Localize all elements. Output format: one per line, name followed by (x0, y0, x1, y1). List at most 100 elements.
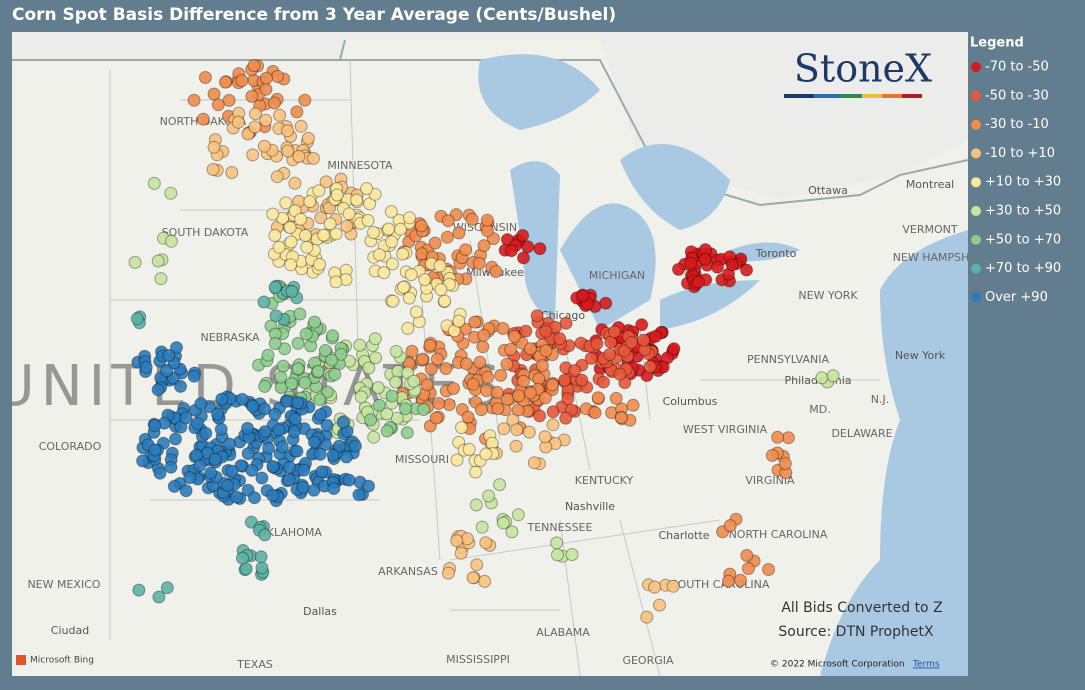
basis-point (609, 391, 623, 405)
city-label: New York (895, 349, 946, 362)
city-label: Toronto (755, 247, 797, 260)
basis-point (711, 260, 724, 274)
basis-point (373, 248, 386, 262)
basis-point (170, 341, 183, 355)
basis-point (477, 328, 491, 342)
basis-point (530, 309, 544, 323)
basis-point (480, 213, 494, 227)
basis-point (527, 456, 541, 470)
basis-point (424, 362, 438, 376)
basis-point (568, 364, 582, 377)
basis-point (285, 285, 299, 298)
legend-swatch (971, 234, 981, 245)
basis-point (326, 329, 340, 343)
basis-point (386, 294, 400, 308)
legend-swatch (971, 177, 981, 188)
basis-point (523, 342, 537, 356)
basis-point (617, 344, 631, 358)
basis-point (278, 342, 292, 356)
terms-link[interactable]: Terms (912, 660, 940, 670)
basis-point (380, 424, 394, 438)
basis-point (314, 408, 327, 422)
basis-point (255, 561, 269, 575)
basis-point (459, 243, 473, 257)
basis-point (521, 240, 535, 254)
basis-point (407, 374, 421, 388)
basis-point (261, 348, 275, 362)
basis-point (396, 247, 410, 261)
basis-point (273, 108, 287, 122)
basis-point (561, 392, 575, 406)
basis-point (258, 425, 272, 439)
legend-swatch (971, 90, 981, 101)
basis-point (516, 229, 530, 242)
basis-point (164, 186, 178, 200)
basis-point (207, 87, 221, 101)
basis-point (235, 74, 249, 88)
basis-point (559, 411, 573, 425)
basis-point (725, 258, 739, 272)
basis-point (262, 441, 276, 455)
basis-point (268, 407, 282, 421)
basis-point (225, 166, 239, 179)
basis-point (462, 442, 476, 456)
basis-point (313, 393, 327, 406)
basis-point (434, 283, 448, 297)
basis-point (698, 252, 712, 266)
basis-point (433, 259, 447, 273)
basis-point (533, 409, 547, 423)
state-label: ALABAMA (536, 626, 590, 639)
basis-point (160, 581, 174, 595)
basis-point (268, 229, 282, 242)
basis-point (296, 480, 310, 494)
legend-label: +10 to +30 (985, 175, 1061, 190)
basis-point (279, 196, 293, 210)
basis-point (496, 322, 510, 335)
basis-point (723, 519, 737, 533)
basis-point (608, 325, 621, 339)
basis-point (538, 430, 552, 444)
basis-point (469, 498, 483, 512)
city-label: Dallas (303, 605, 337, 618)
basis-point (575, 373, 589, 387)
basis-point (481, 370, 495, 384)
basis-point (672, 262, 685, 276)
basis-point (187, 93, 201, 107)
basis-point (371, 381, 385, 395)
legend-swatch (971, 119, 981, 130)
basis-point (364, 413, 378, 427)
city-label: Columbus (663, 395, 718, 408)
basis-point (234, 459, 248, 473)
state-label: MICHIGAN (589, 269, 645, 282)
basis-point (430, 352, 444, 366)
basis-point (517, 251, 530, 265)
basis-point (276, 359, 290, 373)
basis-point (245, 89, 259, 103)
basis-point (591, 391, 605, 405)
basis-point (418, 273, 432, 287)
basis-point (478, 574, 492, 588)
basis-point (328, 367, 342, 381)
basis-point (320, 418, 334, 432)
basis-point (496, 516, 510, 530)
basis-point (275, 440, 289, 454)
basis-point (342, 207, 356, 221)
basis-point (292, 150, 306, 163)
state-label: VERMONT (902, 223, 957, 236)
note: Source: DTN ProphetX (778, 624, 934, 640)
basis-point (553, 332, 567, 346)
basis-point (204, 466, 218, 480)
basis-point (384, 205, 398, 219)
basis-point (249, 107, 262, 121)
legend-label: +70 to +90 (985, 261, 1061, 276)
basis-point (394, 222, 407, 236)
legend-label: +30 to +50 (985, 204, 1061, 219)
basis-point (405, 344, 419, 358)
basis-point (400, 426, 414, 440)
basis-point (740, 263, 753, 277)
basis-point (482, 489, 496, 503)
basis-point (235, 392, 249, 406)
basis-point (354, 390, 368, 404)
bing-logo (16, 655, 26, 665)
basis-point (259, 82, 273, 96)
